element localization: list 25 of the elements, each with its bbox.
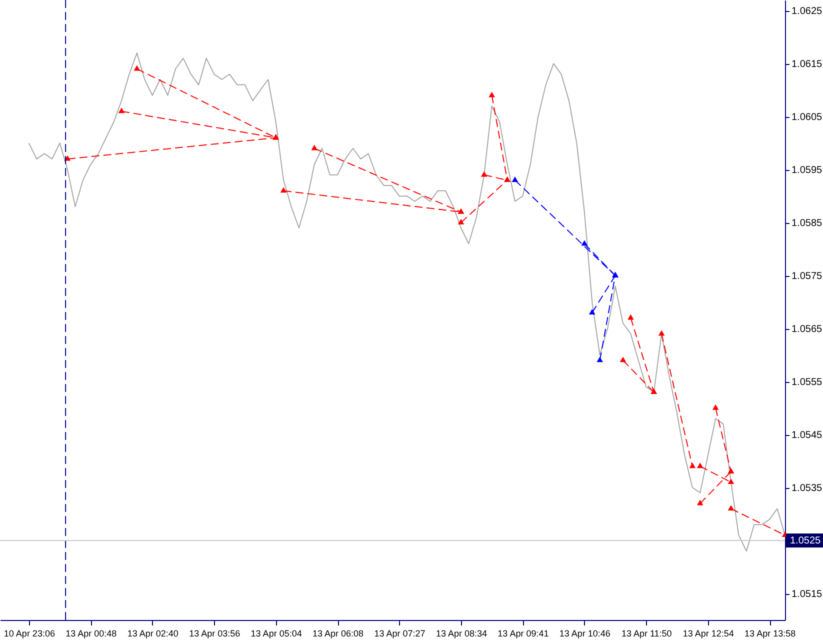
y-tick-label: 1.0515 [792, 589, 823, 600]
x-tick-label: 13 Apr 02:40 [127, 628, 178, 638]
y-tick-label: 1.0535 [792, 483, 823, 494]
x-tick-label: 13 Apr 03:56 [189, 628, 240, 638]
x-tick-label: 13 Apr 11:50 [621, 628, 672, 638]
x-tick-label: 13 Apr 07:27 [374, 628, 426, 638]
y-tick-label: 1.0595 [792, 165, 823, 176]
y-tick-label: 1.0575 [792, 271, 823, 282]
x-tick-label: 13 Apr 08:34 [436, 628, 487, 638]
x-tick-label: 13 Apr 12:54 [682, 628, 734, 638]
y-tick-label: 1.0555 [792, 377, 823, 388]
y-tick-label: 1.0545 [792, 430, 823, 442]
x-tick-label: 13 Apr 09:41 [498, 628, 549, 638]
x-tick-label: 13 Apr 10:46 [559, 628, 610, 638]
x-tick-label: 10 Apr 23:06 [4, 628, 55, 638]
y-tick-label: 1.0565 [792, 324, 823, 336]
y-tick-label: 1.0615 [792, 59, 823, 70]
x-tick-label: 13 Apr 05:04 [250, 628, 302, 638]
y-tick-label: 1.0605 [792, 112, 823, 124]
x-tick-label: 13 Apr 13:58 [744, 628, 796, 638]
x-tick-label: 13 Apr 06:08 [312, 628, 364, 638]
y-tick-label: 1.0585 [792, 218, 823, 230]
y-tick-label: 1.0625 [792, 6, 823, 18]
x-tick-label: 13 Apr 00:48 [66, 628, 117, 638]
ref-line-label: 1.0525 [790, 536, 822, 547]
